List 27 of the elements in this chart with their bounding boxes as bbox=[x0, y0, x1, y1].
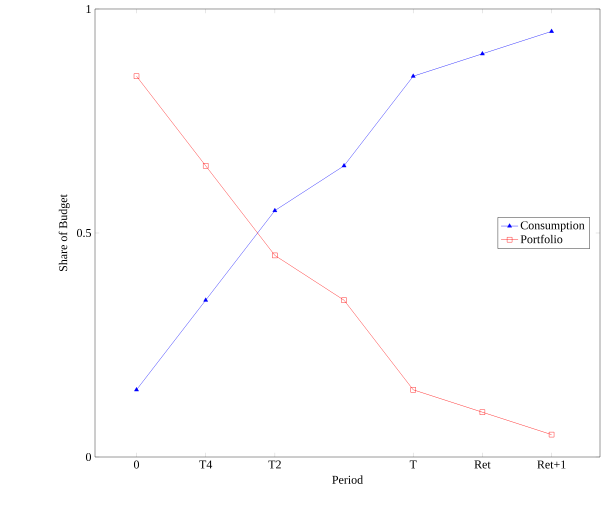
point bbox=[202, 163, 208, 168]
x-tick-label: 0 bbox=[134, 460, 140, 469]
y-tick-label: 0.5 bbox=[76, 228, 92, 238]
point bbox=[480, 410, 486, 415]
x-tick-label: Ret bbox=[474, 460, 491, 468]
point bbox=[410, 74, 416, 78]
point bbox=[341, 298, 347, 303]
x-tick-label: T bbox=[410, 460, 417, 468]
point bbox=[410, 387, 416, 392]
y-axis-title: Share of Budget bbox=[58, 194, 70, 272]
x-axis-title: Period bbox=[332, 475, 363, 484]
legend-label: Portfolio bbox=[520, 234, 562, 244]
x-tick-label: Ret+1 bbox=[537, 460, 566, 469]
point bbox=[134, 387, 139, 392]
legend-label: Consumption bbox=[520, 221, 585, 232]
point bbox=[342, 163, 346, 168]
point bbox=[548, 432, 554, 438]
y-tick-label: 1 bbox=[86, 5, 91, 13]
point bbox=[272, 208, 278, 212]
point bbox=[480, 51, 485, 56]
point bbox=[203, 298, 208, 302]
x-tick-label: T4 bbox=[199, 460, 212, 468]
y-tick-label: 0 bbox=[86, 452, 92, 462]
point bbox=[549, 28, 554, 33]
x-tick-label: T2 bbox=[268, 460, 281, 468]
point bbox=[134, 74, 140, 79]
point bbox=[272, 252, 278, 258]
